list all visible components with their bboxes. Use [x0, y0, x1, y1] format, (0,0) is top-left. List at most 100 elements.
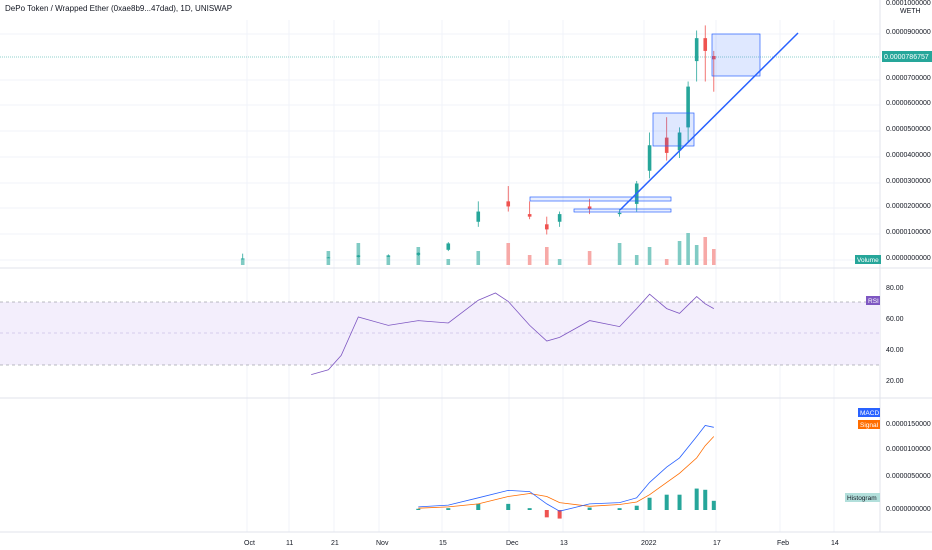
candle-body	[476, 211, 481, 222]
signal-label: Signal	[860, 422, 879, 429]
time-label-21: 21	[331, 540, 339, 547]
support-zone-rectangle-lower[interactable]	[573, 208, 672, 213]
price-axis[interactable]: 0.0001000000 WETH 0.0000900000 0.0000786…	[882, 0, 932, 262]
histogram-bar	[544, 510, 549, 518]
current-price-label: 0.0000786757	[884, 54, 929, 61]
current-price-badge	[882, 51, 932, 62]
volume-bar	[694, 245, 699, 265]
macd-label: MACD	[860, 410, 879, 417]
rsi-line	[311, 292, 714, 375]
histogram-bar	[617, 508, 622, 510]
volume-bar	[712, 249, 716, 265]
volume-bar	[544, 247, 549, 265]
histogram-badge	[845, 493, 880, 502]
macd-tick-0: 0.0000150000	[886, 421, 931, 428]
candle-body	[527, 214, 532, 217]
time-label-dec: Dec	[506, 540, 519, 547]
volume-bar	[356, 243, 361, 265]
volume-bar	[240, 259, 245, 265]
volume-bar	[416, 247, 421, 265]
consolidation-box[interactable]	[652, 112, 695, 147]
histogram-bar	[476, 503, 481, 510]
volume-bars	[240, 233, 716, 265]
candle-body	[587, 206, 592, 209]
rsi-tick-2: 40.00	[886, 347, 904, 354]
grid-layer	[0, 0, 932, 533]
price-tick-9: 0.0000000000	[886, 255, 931, 262]
time-label-13: 13	[560, 540, 568, 547]
volume-bar	[677, 241, 682, 265]
candle-body	[647, 145, 652, 171]
volume-bar	[557, 259, 562, 265]
candle-body	[703, 38, 708, 51]
price-tick-6: 0.0000300000	[886, 178, 931, 185]
volume-bar	[647, 247, 652, 265]
candle-body	[416, 252, 421, 255]
histogram-bar	[416, 508, 421, 510]
macd-pane[interactable]: MACD Signal Histogram 0.0000150000 0.000…	[416, 408, 931, 519]
signal-line	[418, 436, 715, 509]
macd-tick-3: 0.0000000000	[886, 506, 931, 513]
rsi-axis: 80.00 60.00 40.00 20.00	[886, 285, 904, 385]
target-box[interactable]	[711, 33, 761, 77]
histogram-bar	[506, 503, 511, 510]
macd-histogram	[416, 488, 716, 519]
volume-bar	[476, 251, 481, 265]
candles	[240, 25, 716, 260]
candle-body	[712, 56, 716, 60]
rsi-band	[0, 302, 880, 365]
price-tick-5: 0.0000400000	[886, 152, 931, 159]
rsi-tick-3: 20.00	[886, 378, 904, 385]
histogram-bar	[527, 508, 532, 510]
volume-bar	[386, 255, 391, 265]
price-tick-0: 0.0001000000	[886, 0, 931, 7]
volume-bar	[446, 259, 451, 265]
histogram-bar	[694, 488, 699, 510]
macd-axis: 0.0000150000 0.0000100000 0.0000050000 0…	[886, 421, 931, 513]
price-tick-8: 0.0000100000	[886, 229, 931, 236]
time-label-15: 15	[439, 540, 447, 547]
volume-badge	[855, 255, 881, 264]
candle-body	[686, 86, 690, 128]
rsi-tick-0: 80.00	[886, 285, 904, 292]
volume-bar	[634, 255, 639, 265]
volume-bar	[686, 233, 690, 265]
volume-bar	[703, 237, 708, 265]
time-label-2022: 2022	[641, 540, 657, 547]
ascending-trendline[interactable]	[619, 32, 799, 211]
candle-body	[506, 201, 511, 207]
price-tick-2: 0.0000700000	[886, 75, 931, 82]
candle-body	[544, 224, 549, 230]
macd-tick-2: 0.0000050000	[886, 473, 931, 480]
time-label-feb: Feb	[777, 540, 789, 547]
signal-badge	[858, 420, 880, 429]
histogram-bar	[703, 489, 708, 510]
macd-line	[418, 425, 714, 512]
histogram-bar	[587, 507, 592, 510]
histogram-bar	[446, 508, 451, 510]
price-pane[interactable]: 0.0001000000 WETH 0.0000900000 0.0000786…	[0, 0, 932, 265]
histogram-bar	[557, 510, 562, 519]
rsi-label: RSI	[868, 298, 879, 305]
candle-body	[356, 255, 361, 257]
histogram-bar	[647, 497, 652, 510]
candle-body	[386, 255, 391, 257]
price-tick-4: 0.0000500000	[886, 126, 931, 133]
candle-body	[326, 257, 331, 259]
time-label-11: 11	[286, 540, 293, 547]
time-axis[interactable]: Oct 11 21 Nov 15 Dec 13 2022 17 Feb 14	[244, 540, 839, 547]
time-label-14: 14	[831, 540, 839, 547]
macd-tick-1: 0.0000100000	[886, 446, 931, 453]
histogram-bar	[677, 494, 682, 510]
quote-currency-label: WETH	[900, 8, 921, 15]
support-zone-rectangle[interactable]	[529, 196, 672, 202]
rsi-pane[interactable]: RSI 80.00 60.00 40.00 20.00	[0, 285, 904, 385]
macd-badge	[858, 408, 880, 417]
volume-bar	[527, 255, 532, 265]
candle-body	[694, 38, 699, 62]
price-tick-1: 0.0000900000	[886, 29, 931, 36]
volume-bar	[664, 259, 669, 265]
candle-body	[677, 132, 682, 151]
histogram-bar	[634, 505, 639, 510]
